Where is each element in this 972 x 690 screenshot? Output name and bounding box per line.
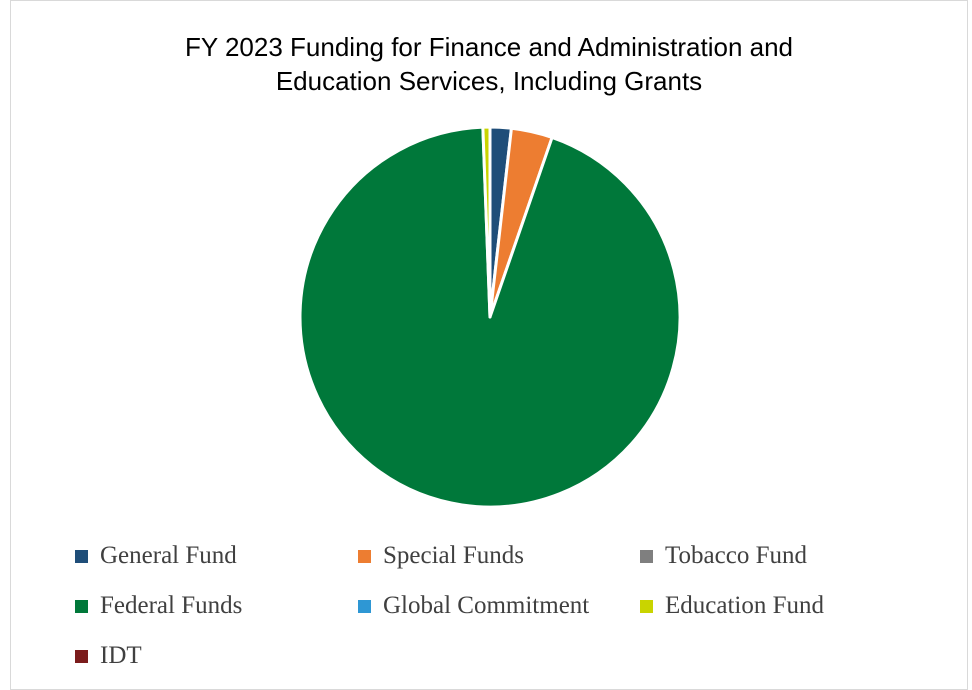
legend-swatch-idt [75, 649, 88, 663]
legend-label-tobacco-fund: Tobacco Fund [665, 542, 807, 569]
legend-item-idt: IDT [75, 638, 142, 674]
legend-swatch-education-fund [640, 599, 653, 613]
legend-item-special-funds: Special Funds [358, 538, 524, 574]
legend-item-general-fund: General Fund [75, 538, 237, 574]
pie-slice-education-fund [481, 125, 492, 319]
legend-swatch-tobacco-fund [640, 549, 653, 563]
chart-title-line-1: FY 2023 Funding for Finance and Administ… [184, 32, 794, 62]
chart-title-line-2: Education Services, Including Grants [275, 66, 703, 96]
legend-swatch-federal-funds [75, 599, 88, 613]
legend-label-global-commitment: Global Commitment [383, 592, 590, 619]
pie-slices [298, 125, 682, 509]
legend-item-education-fund: Education Fund [640, 588, 824, 624]
legend-label-idt: IDT [100, 642, 142, 669]
legend-swatch-special-funds [358, 549, 371, 563]
legend-item-federal-funds: Federal Funds [75, 588, 242, 624]
legend-label-federal-funds: Federal Funds [100, 592, 243, 619]
legend-item-tobacco-fund: Tobacco Fund [640, 538, 807, 574]
legend-label-special-funds: Special Funds [383, 542, 524, 569]
legend-item-global-commitment: Global Commitment [358, 588, 589, 624]
legend-label-general-fund: General Fund [100, 542, 237, 569]
legend-label-education-fund: Education Fund [665, 592, 825, 619]
legend-swatch-general-fund [75, 549, 88, 563]
legend-swatch-global-commitment [358, 599, 371, 613]
chart-title: FY 2023 Funding for Finance and Administ… [10, 30, 968, 98]
